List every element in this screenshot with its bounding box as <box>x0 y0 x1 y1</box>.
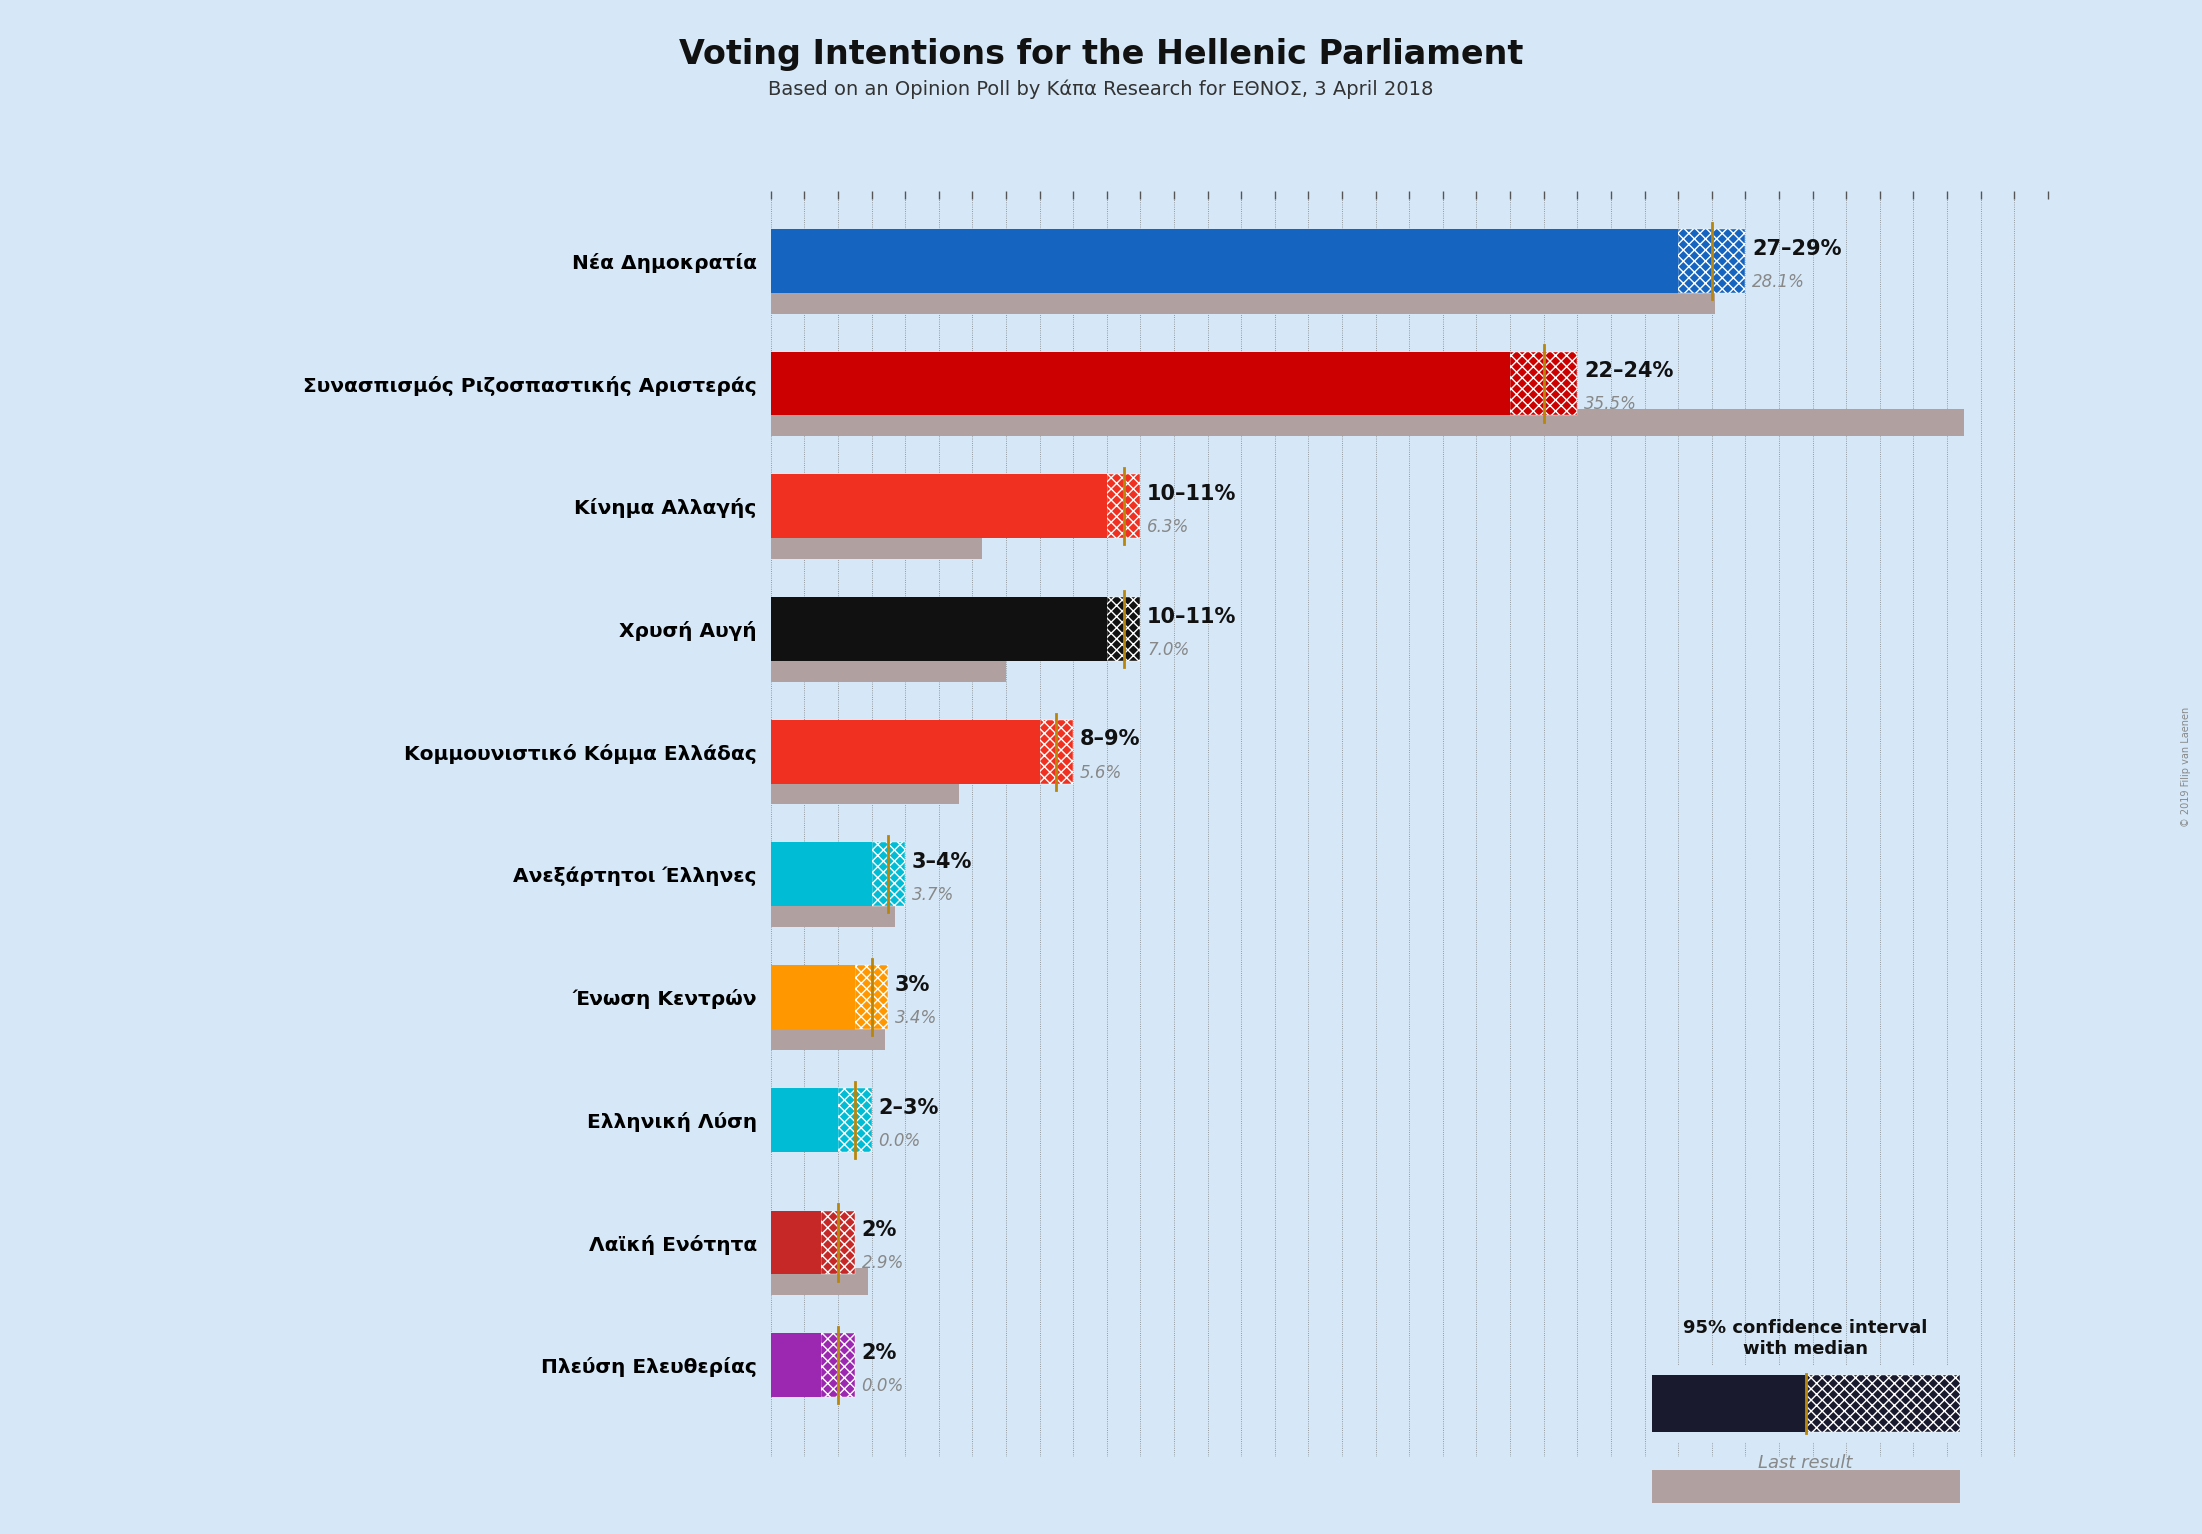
Bar <box>854 965 887 1029</box>
Bar <box>771 597 1108 661</box>
Bar <box>771 229 1678 293</box>
Bar <box>771 287 1715 313</box>
Bar <box>771 1023 885 1049</box>
Text: 3.7%: 3.7% <box>912 887 953 904</box>
Text: 6.3%: 6.3% <box>1147 518 1189 535</box>
Bar <box>771 351 1511 416</box>
Text: 2%: 2% <box>861 1220 896 1241</box>
Text: 0.0%: 0.0% <box>879 1132 920 1149</box>
Bar <box>771 842 872 907</box>
Bar <box>771 655 1006 681</box>
Bar <box>1652 1470 1960 1503</box>
Text: 5.6%: 5.6% <box>1079 764 1123 781</box>
Bar <box>821 1210 854 1275</box>
Bar <box>771 778 958 804</box>
Text: 7.0%: 7.0% <box>1147 641 1189 658</box>
Text: 10–11%: 10–11% <box>1147 483 1238 505</box>
Bar <box>771 474 1108 538</box>
Text: 3%: 3% <box>894 974 931 996</box>
Text: 95% confidence interval
with median: 95% confidence interval with median <box>1685 1319 1927 1358</box>
Bar <box>821 1333 854 1397</box>
Text: 22–24%: 22–24% <box>1583 360 1674 382</box>
Text: 0.0%: 0.0% <box>861 1378 903 1394</box>
Text: 27–29%: 27–29% <box>1753 238 1841 259</box>
Bar <box>771 410 1964 436</box>
Bar <box>839 1088 872 1152</box>
Text: Voting Intentions for the Hellenic Parliament: Voting Intentions for the Hellenic Parli… <box>678 38 1524 72</box>
Text: © 2019 Filip van Laenen: © 2019 Filip van Laenen <box>2180 707 2191 827</box>
Bar <box>771 532 982 558</box>
Bar <box>1678 229 1746 293</box>
Bar <box>771 1269 868 1295</box>
Bar <box>872 842 905 907</box>
Bar <box>771 1210 821 1275</box>
Bar <box>771 965 854 1029</box>
Text: 8–9%: 8–9% <box>1079 729 1141 750</box>
Bar <box>771 900 894 927</box>
Bar <box>1511 351 1577 416</box>
Text: 10–11%: 10–11% <box>1147 606 1238 627</box>
Text: Last result: Last result <box>1759 1454 1852 1473</box>
Bar <box>771 1333 821 1397</box>
Text: 3.4%: 3.4% <box>894 1009 938 1026</box>
Bar <box>771 1088 839 1152</box>
Text: Based on an Opinion Poll by Κάπα Research for ΕΘΝΟΣ, 3 April 2018: Based on an Opinion Poll by Κάπα Researc… <box>768 80 1434 100</box>
Text: 2–3%: 2–3% <box>879 1097 938 1118</box>
Text: 35.5%: 35.5% <box>1583 396 1636 413</box>
Bar <box>1039 719 1072 784</box>
Text: 2.9%: 2.9% <box>861 1255 903 1272</box>
Bar <box>771 719 1039 784</box>
Bar <box>1652 1374 1806 1433</box>
Bar <box>1108 597 1141 661</box>
Bar <box>1108 474 1141 538</box>
Text: 28.1%: 28.1% <box>1753 273 1806 290</box>
Text: 3–4%: 3–4% <box>912 851 973 873</box>
Text: 2%: 2% <box>861 1342 896 1364</box>
Bar <box>1806 1374 1960 1433</box>
